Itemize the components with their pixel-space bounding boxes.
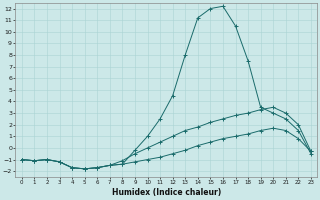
X-axis label: Humidex (Indice chaleur): Humidex (Indice chaleur) [112, 188, 221, 197]
